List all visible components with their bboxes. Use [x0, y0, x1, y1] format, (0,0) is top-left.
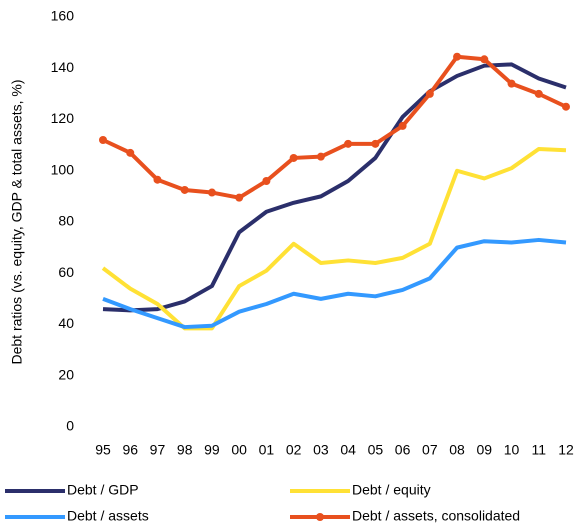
y-tick-label: 140 — [51, 59, 75, 75]
x-tick-label: 06 — [395, 442, 411, 458]
y-tick-label: 0 — [66, 418, 74, 434]
legend-marker — [316, 513, 324, 521]
x-tick-label: 10 — [504, 442, 520, 458]
series-line — [101, 146, 567, 331]
y-tick-label: 20 — [58, 366, 74, 382]
series-marker — [425, 89, 434, 98]
y-tick-label: 160 — [51, 8, 75, 24]
x-tick-label: 07 — [422, 442, 438, 458]
series-line — [102, 54, 567, 200]
series-line — [102, 237, 567, 330]
legend-label: Debt / GDP — [67, 482, 139, 498]
x-tick-label: 97 — [150, 442, 166, 458]
legend-label: Debt / assets, consolidated — [352, 508, 520, 524]
series-marker — [534, 89, 543, 98]
series-marker — [480, 55, 489, 64]
y-tick-label: 120 — [51, 110, 75, 126]
y-tick-label: 100 — [51, 161, 75, 177]
legend-label: Debt / assets — [67, 508, 149, 524]
series-marker — [235, 193, 244, 202]
x-tick-label: 01 — [259, 442, 275, 458]
series-marker — [207, 188, 216, 197]
series-marker — [180, 185, 189, 194]
x-tick-label: 11 — [531, 442, 546, 458]
x-tick-label: 12 — [558, 442, 574, 458]
x-tick-label: 08 — [449, 442, 465, 458]
x-tick-label: 09 — [477, 442, 493, 458]
x-tick-label: 98 — [177, 442, 193, 458]
y-tick-label: 60 — [58, 264, 74, 280]
series-marker — [371, 139, 380, 148]
series-marker — [316, 152, 325, 161]
x-tick-label: 95 — [95, 442, 111, 458]
series-marker — [289, 153, 298, 162]
series-marker — [99, 136, 107, 144]
series-marker — [126, 148, 135, 157]
x-tick-label: 04 — [340, 442, 356, 458]
series-marker — [453, 52, 462, 61]
y-axis-label: Debt ratios (vs. equity, GDP & total ass… — [9, 79, 25, 364]
x-tick-label: 96 — [122, 442, 138, 458]
series-marker — [507, 79, 516, 88]
series-marker — [344, 139, 353, 148]
legend-label: Debt / equity — [352, 482, 431, 498]
x-tick-label: 05 — [368, 442, 384, 458]
series-marker — [398, 121, 407, 130]
y-tick-label: 40 — [58, 315, 74, 331]
y-tick-label: 80 — [58, 213, 74, 229]
x-tick-label: 03 — [313, 442, 329, 458]
series-marker — [562, 102, 570, 111]
series-marker — [153, 175, 162, 184]
x-tick-label: 02 — [286, 442, 302, 458]
x-tick-label: 00 — [231, 442, 247, 458]
series-marker — [262, 177, 271, 185]
x-tick-label: 99 — [204, 442, 220, 458]
